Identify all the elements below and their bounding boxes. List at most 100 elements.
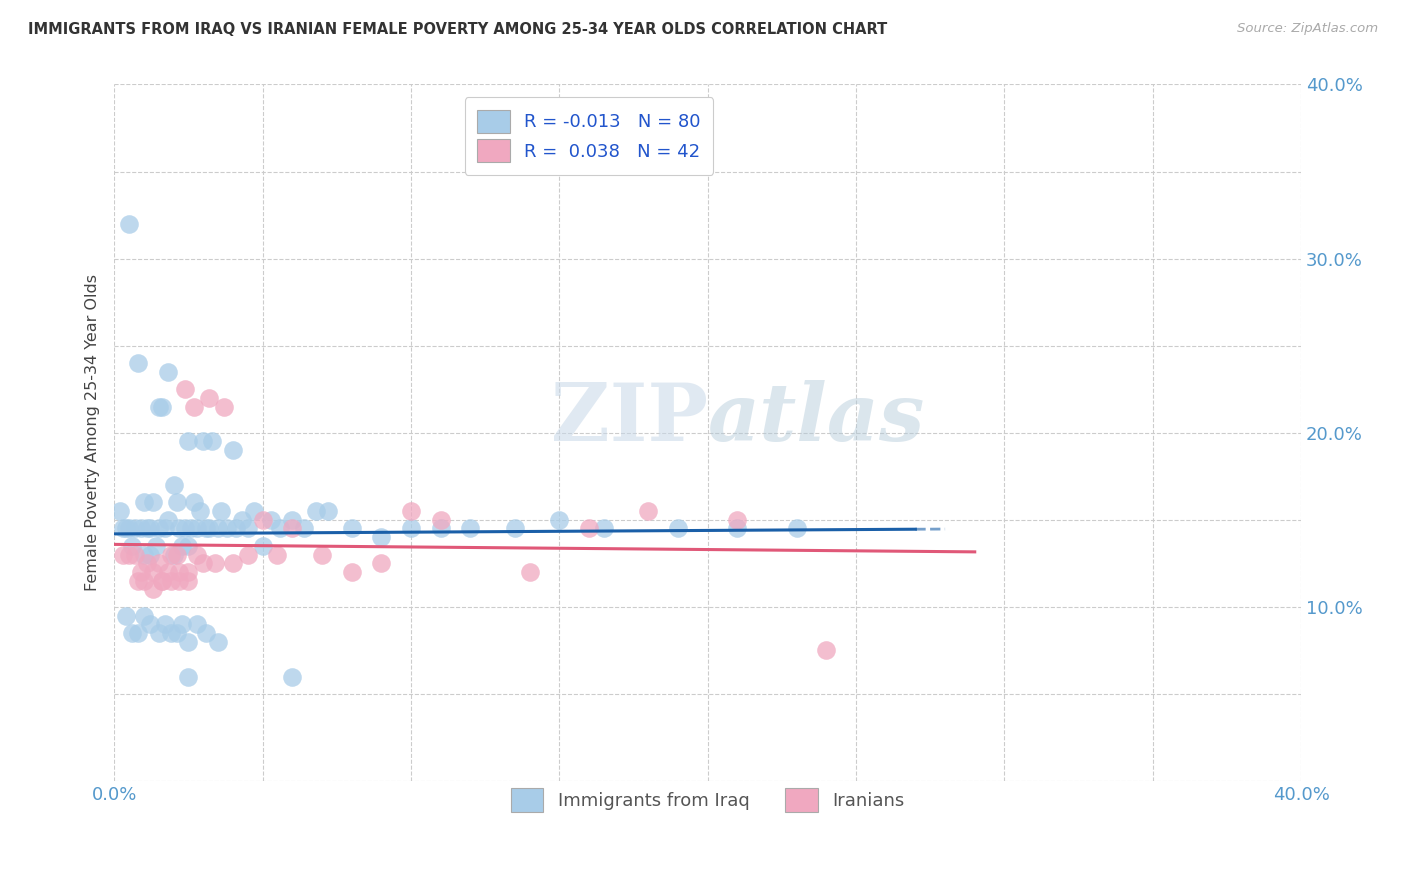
- Point: [429, 521, 451, 535]
- Point: [156, 513, 179, 527]
- Text: ZIP: ZIP: [551, 380, 707, 458]
- Point: [115, 521, 138, 535]
- Point: [148, 557, 170, 571]
- Point: [186, 521, 208, 535]
- Point: [195, 521, 218, 535]
- Point: [135, 521, 157, 535]
- Legend: Immigrants from Iraq, Iranians: Immigrants from Iraq, Iranians: [498, 776, 917, 824]
- Point: [242, 504, 264, 518]
- Point: [212, 400, 235, 414]
- Point: [222, 443, 245, 458]
- Point: [266, 548, 288, 562]
- Point: [148, 626, 170, 640]
- Point: [198, 521, 221, 535]
- Point: [156, 365, 179, 379]
- Point: [281, 513, 304, 527]
- Point: [166, 548, 188, 562]
- Point: [548, 513, 571, 527]
- Point: [207, 521, 229, 535]
- Point: [112, 548, 135, 562]
- Point: [370, 530, 392, 544]
- Point: [316, 504, 339, 518]
- Text: Source: ZipAtlas.com: Source: ZipAtlas.com: [1237, 22, 1378, 36]
- Point: [292, 521, 315, 535]
- Point: [177, 634, 200, 648]
- Point: [169, 521, 191, 535]
- Point: [142, 565, 165, 579]
- Point: [124, 521, 146, 535]
- Point: [209, 504, 232, 518]
- Point: [127, 626, 149, 640]
- Point: [311, 548, 333, 562]
- Point: [150, 574, 173, 588]
- Y-axis label: Female Poverty Among 25-34 Year Olds: Female Poverty Among 25-34 Year Olds: [86, 274, 100, 591]
- Point: [132, 495, 155, 509]
- Point: [132, 608, 155, 623]
- Point: [666, 521, 689, 535]
- Point: [183, 495, 205, 509]
- Point: [183, 400, 205, 414]
- Point: [127, 574, 149, 588]
- Point: [305, 504, 328, 518]
- Point: [578, 521, 600, 535]
- Point: [129, 521, 152, 535]
- Point: [177, 434, 200, 449]
- Point: [172, 539, 194, 553]
- Point: [236, 548, 259, 562]
- Point: [269, 521, 291, 535]
- Point: [142, 495, 165, 509]
- Point: [222, 557, 245, 571]
- Point: [815, 643, 838, 657]
- Point: [174, 521, 197, 535]
- Point: [139, 617, 162, 632]
- Point: [177, 574, 200, 588]
- Point: [118, 548, 141, 562]
- Point: [399, 504, 422, 518]
- Point: [399, 521, 422, 535]
- Point: [260, 513, 283, 527]
- Point: [177, 539, 200, 553]
- Text: atlas: atlas: [707, 380, 925, 458]
- Point: [215, 521, 238, 535]
- Point: [519, 565, 541, 579]
- Point: [153, 521, 176, 535]
- Point: [186, 617, 208, 632]
- Point: [180, 521, 202, 535]
- Point: [142, 582, 165, 597]
- Point: [195, 626, 218, 640]
- Point: [231, 513, 253, 527]
- Point: [177, 565, 200, 579]
- Point: [174, 382, 197, 396]
- Point: [725, 513, 748, 527]
- Point: [592, 521, 614, 535]
- Point: [150, 400, 173, 414]
- Point: [458, 521, 481, 535]
- Point: [177, 669, 200, 683]
- Point: [139, 548, 162, 562]
- Point: [169, 574, 191, 588]
- Point: [166, 495, 188, 509]
- Point: [225, 521, 247, 535]
- Point: [159, 548, 181, 562]
- Point: [132, 574, 155, 588]
- Point: [201, 434, 224, 449]
- Point: [148, 521, 170, 535]
- Point: [236, 521, 259, 535]
- Point: [340, 521, 363, 535]
- Point: [148, 400, 170, 414]
- Point: [162, 478, 184, 492]
- Point: [786, 521, 808, 535]
- Point: [139, 521, 162, 535]
- Point: [159, 626, 181, 640]
- Point: [281, 521, 304, 535]
- Point: [150, 574, 173, 588]
- Point: [637, 504, 659, 518]
- Point: [252, 513, 274, 527]
- Point: [370, 557, 392, 571]
- Point: [169, 565, 191, 579]
- Point: [112, 521, 135, 535]
- Point: [252, 539, 274, 553]
- Point: [159, 574, 181, 588]
- Point: [132, 548, 155, 562]
- Point: [135, 557, 157, 571]
